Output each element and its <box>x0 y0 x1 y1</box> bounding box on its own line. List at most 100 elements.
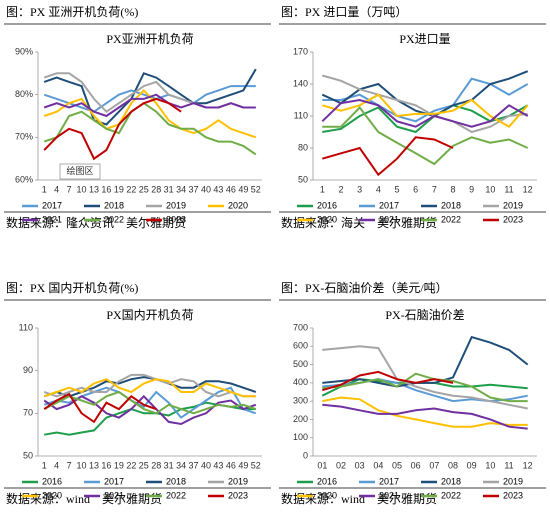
x-tick-label: 09 <box>467 460 477 470</box>
x-tick-label: 13 <box>89 460 99 470</box>
x-tick-label: 40 <box>201 460 211 470</box>
y-tick-label: 140 <box>293 78 308 88</box>
x-tick-label: 40 <box>201 184 211 194</box>
legend-label: 2020 <box>317 490 337 500</box>
x-tick-label: 37 <box>189 184 199 194</box>
x-tick-label: 10 <box>485 184 495 194</box>
x-tick-label: 1 <box>42 184 47 194</box>
series-line <box>322 104 529 134</box>
x-tick-label: 25 <box>139 184 149 194</box>
x-tick-label: 7 <box>67 184 72 194</box>
x-tick-label: 28 <box>151 184 161 194</box>
legend-label: 2019 <box>228 476 248 486</box>
source: 数据来源：wind 美尔雅期货 <box>6 491 162 506</box>
legend-label: 2021 <box>379 214 399 224</box>
x-tick-label: 12 <box>523 460 533 470</box>
x-tick-label: 25 <box>139 460 149 470</box>
y-tick-label: 50 <box>23 450 33 460</box>
y-tick-label: 80 <box>298 142 308 152</box>
legend-label: 2021 <box>42 214 62 224</box>
x-tick-label: 08 <box>448 460 458 470</box>
tooltip: 绘图区 <box>66 165 93 176</box>
x-tick-label: 22 <box>126 184 136 194</box>
series-line <box>322 345 528 410</box>
y-tick-label: 170 <box>293 46 308 56</box>
y-tick-label: 90 <box>23 365 33 375</box>
series-line <box>322 372 528 403</box>
x-tick-label: 10 <box>485 460 495 470</box>
legend-label: 2023 <box>166 214 186 224</box>
x-tick-label: 10 <box>77 184 87 194</box>
legend-label: 2023 <box>503 490 523 500</box>
legend-label: 2018 <box>104 200 124 210</box>
legend-label: 2021 <box>379 490 399 500</box>
x-tick-label: 19 <box>114 460 124 470</box>
x-tick-label: 31 <box>164 460 174 470</box>
x-tick-label: 01 <box>317 460 327 470</box>
legend-label: 2020 <box>228 200 248 210</box>
x-tick-label: 7 <box>67 460 72 470</box>
caption: 图：PX 国内开机负荷(%) <box>6 281 138 295</box>
legend-label: 2020 <box>42 490 62 500</box>
legend-label: 2016 <box>42 476 62 486</box>
caption: 图：PX 亚洲开机负荷(%) <box>6 5 138 19</box>
x-tick-label: 1 <box>42 460 47 470</box>
series-line <box>322 105 529 166</box>
x-tick-label: 06 <box>411 460 421 470</box>
series-line <box>43 394 257 426</box>
series-line <box>43 101 257 156</box>
y-tick-label: 110 <box>294 110 308 120</box>
x-tick-label: 28 <box>151 460 161 470</box>
y-tick-label: 70 <box>23 408 33 418</box>
legend-label: 2021 <box>104 490 124 500</box>
x-tick-label: 49 <box>238 460 248 470</box>
x-tick-label: 16 <box>101 460 111 470</box>
x-tick-label: 4 <box>54 460 59 470</box>
x-tick-label: 31 <box>164 184 174 194</box>
legend-label: 2018 <box>441 476 461 486</box>
x-tick-label: 12 <box>523 184 533 194</box>
legend-label: 2017 <box>379 200 399 210</box>
x-tick-label: 04 <box>373 460 383 470</box>
x-tick-label: 11 <box>504 184 513 194</box>
x-tick-label: 16 <box>101 184 111 194</box>
legend-label: 2019 <box>166 200 186 210</box>
y-tick-label: 90% <box>15 46 33 56</box>
legend-label: 2018 <box>441 200 461 210</box>
series-line <box>43 68 257 126</box>
series-line <box>322 74 528 134</box>
x-tick-label: 03 <box>355 460 365 470</box>
legend-label: 2016 <box>317 476 337 486</box>
source: 数据来源：海关 美尔雅期货 <box>281 215 437 230</box>
y-tick-label: 0 <box>303 450 308 460</box>
y-tick-label: 70% <box>15 132 33 142</box>
legend-label: 2023 <box>228 490 248 500</box>
series-line <box>321 98 529 128</box>
x-tick-label: 4 <box>54 184 59 194</box>
x-tick-label: 10 <box>77 460 87 470</box>
series-line <box>43 373 256 398</box>
x-tick-label: 19 <box>114 184 124 194</box>
x-tick-label: 34 <box>176 184 186 194</box>
series-line <box>321 70 529 118</box>
y-tick-label: 60% <box>15 174 33 184</box>
series-line <box>43 392 157 424</box>
x-tick-label: 5 <box>394 184 399 194</box>
series-line <box>43 390 257 415</box>
series-line <box>322 370 454 392</box>
x-tick-label: 02 <box>336 460 346 470</box>
legend-label: 2016 <box>317 200 337 210</box>
legend-label: 2018 <box>166 476 186 486</box>
series-line <box>322 335 529 388</box>
x-tick-label: 22 <box>126 460 136 470</box>
series-line <box>322 403 528 430</box>
legend-label: 2022 <box>441 490 461 500</box>
x-tick-label: 43 <box>213 460 223 470</box>
x-tick-label: 43 <box>213 184 223 194</box>
chart-title: PX-石脑油价差 <box>385 308 464 322</box>
x-tick-label: 46 <box>226 184 236 194</box>
chart-title: PX国内开机负荷 <box>106 308 193 322</box>
y-tick-label: 600 <box>293 341 308 351</box>
series-line <box>43 93 256 118</box>
x-tick-label: 8 <box>450 184 455 194</box>
